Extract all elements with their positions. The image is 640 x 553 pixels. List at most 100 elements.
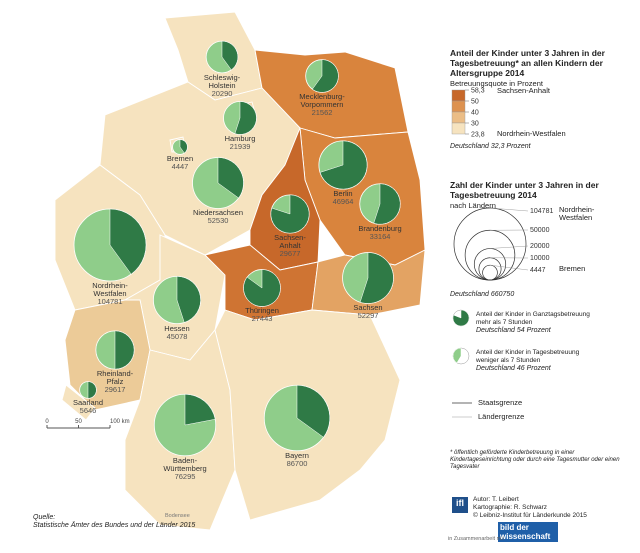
state-label: Bayern 86700	[285, 450, 309, 468]
state-label: Hamburg 21939	[225, 135, 256, 151]
state-label: Sachsen-Anhalt 29677	[274, 234, 306, 258]
quota-max-label: Sachsen-Anhalt	[497, 86, 550, 95]
credit-line: Autor: T. Leibert	[473, 496, 519, 503]
quota-note: Deutschland 32,3 Prozent	[450, 143, 531, 150]
size-note: Deutschland 660750	[450, 291, 515, 298]
state-name: Bayern	[285, 450, 309, 460]
state-label: Rheinland-Pfalz 29617	[97, 370, 133, 394]
class-box	[451, 122, 466, 135]
pie-fulltime-wedge	[179, 139, 188, 154]
state-count: 29617	[104, 385, 126, 395]
size-subtitle: nach Ländern	[450, 201, 496, 210]
state-count: 86700	[286, 458, 308, 468]
state-count: 4447	[171, 162, 189, 172]
source-text: Statistische Ämter des Bundes und der Lä…	[33, 522, 196, 529]
pie-fulltime-wedge	[359, 252, 394, 304]
class-box	[451, 111, 466, 124]
share-note: Deutschland 46 Prozent	[476, 365, 551, 372]
share-icon	[452, 347, 462, 364]
size-circle	[482, 264, 498, 281]
state-count: 29677	[279, 249, 301, 259]
state-count: 21939	[229, 142, 251, 152]
state-count: 52530	[207, 216, 229, 226]
state-label: Bremen 4447	[167, 155, 193, 171]
class-tick-label: 58,3	[471, 88, 485, 95]
state-count: 21562	[311, 108, 333, 118]
state-count: 46964	[332, 197, 354, 207]
quota-min-label: Nordrhein-Westfalen	[497, 129, 566, 138]
class-tick-label: 40	[471, 110, 479, 117]
size-leader	[489, 207, 529, 212]
pie-fulltime-wedge	[373, 183, 401, 225]
logo: ifl	[456, 498, 464, 508]
state-count: 33164	[369, 232, 391, 242]
size-value: 20000	[530, 243, 550, 250]
state-name: Brandenburg	[358, 224, 402, 234]
partner: bild der wissenschaft	[500, 523, 551, 541]
pie-fulltime-wedge	[87, 381, 97, 399]
state-name: Thüringen	[245, 306, 279, 316]
pie-fulltime-wedge	[184, 394, 216, 426]
state-name: Sachsen	[353, 303, 383, 313]
state-count: 45078	[166, 331, 188, 341]
size-title: Zahl der Kinder unter 3 Jahren in der Ta…	[450, 180, 599, 200]
state-label: Niedersachsen 52530	[193, 209, 243, 225]
pie-fulltime-wedge	[296, 385, 330, 438]
state-area	[61, 384, 96, 421]
size-value: 10000	[530, 255, 550, 262]
lake-label: Bodensee	[165, 513, 190, 519]
state-name: Rheinland-Pfalz	[96, 369, 134, 387]
partner-note: in Zusammenarbeit mit	[448, 536, 504, 542]
state-name: Saarland	[72, 398, 104, 408]
state-label: Hessen 45078	[164, 323, 190, 341]
size-circle	[453, 207, 527, 281]
state-count: 52297	[357, 311, 379, 321]
state-label: Thüringen 27443	[245, 307, 279, 323]
class-box	[451, 89, 466, 102]
size-value: 4447	[530, 267, 546, 274]
state-label: Brandenburg 33164	[358, 225, 401, 241]
size-name: Bremen	[559, 264, 586, 273]
share-text: Anteil der Kinder in Tagesbetreuung weni…	[476, 349, 580, 364]
pie-fulltime-wedge	[114, 330, 135, 370]
state-label: Berlin 46964	[333, 190, 354, 206]
size-circle	[473, 248, 507, 281]
border-label: Staatsgrenze	[478, 398, 523, 407]
state-name: Baden-Württemberg	[163, 455, 207, 473]
state-name: Nordrhein-Westfalen	[92, 281, 128, 298]
state-name: Berlin	[333, 189, 353, 199]
size-name: Nordrhein-Westfalen	[559, 205, 595, 222]
state-name: Niedersachsen	[192, 208, 244, 218]
pie-fulltime-wedge	[176, 276, 201, 323]
scale-label: 0	[45, 419, 49, 425]
state-label: Schleswig-Holstein 20290	[204, 73, 240, 98]
state-label: Mecklenburg-Vorpommern 21562	[299, 93, 344, 117]
pie-fulltime-wedge	[243, 269, 281, 307]
class-tick-label: 50	[471, 99, 479, 106]
share-text: Anteil der Kinder in Ganztagsbetreuung m…	[476, 311, 590, 326]
size-value: 104781	[530, 208, 553, 215]
quota-subtitle: Betreuungsquote in Prozent	[450, 79, 543, 88]
size-leader	[489, 264, 529, 271]
share-note: Deutschland 54 Prozent	[476, 327, 551, 334]
size-value: 50000	[530, 227, 550, 234]
pie-fulltime-wedge	[312, 59, 339, 93]
class-box	[451, 100, 466, 113]
quota-title: Anteil der Kinder unter 3 Jahren in der …	[450, 48, 605, 78]
pie-fulltime-wedge	[319, 140, 368, 190]
state-name: Bremen	[166, 154, 194, 164]
size-circle	[478, 257, 502, 281]
state-label: Baden-Württemberg 76295	[163, 455, 207, 481]
credit-line: Kartographie: R. Schwarz	[473, 504, 548, 511]
state-label: Sachsen 52297	[353, 304, 382, 320]
state-count: 20290	[211, 88, 233, 98]
source-label: Quelle:	[33, 514, 56, 521]
state-name: Hessen	[164, 323, 190, 333]
state-count: 27443	[251, 314, 273, 324]
state-name: Hamburg	[224, 134, 256, 144]
size-circle	[464, 229, 516, 281]
size-leader	[489, 245, 529, 249]
scale-label: 100 km	[110, 419, 130, 425]
